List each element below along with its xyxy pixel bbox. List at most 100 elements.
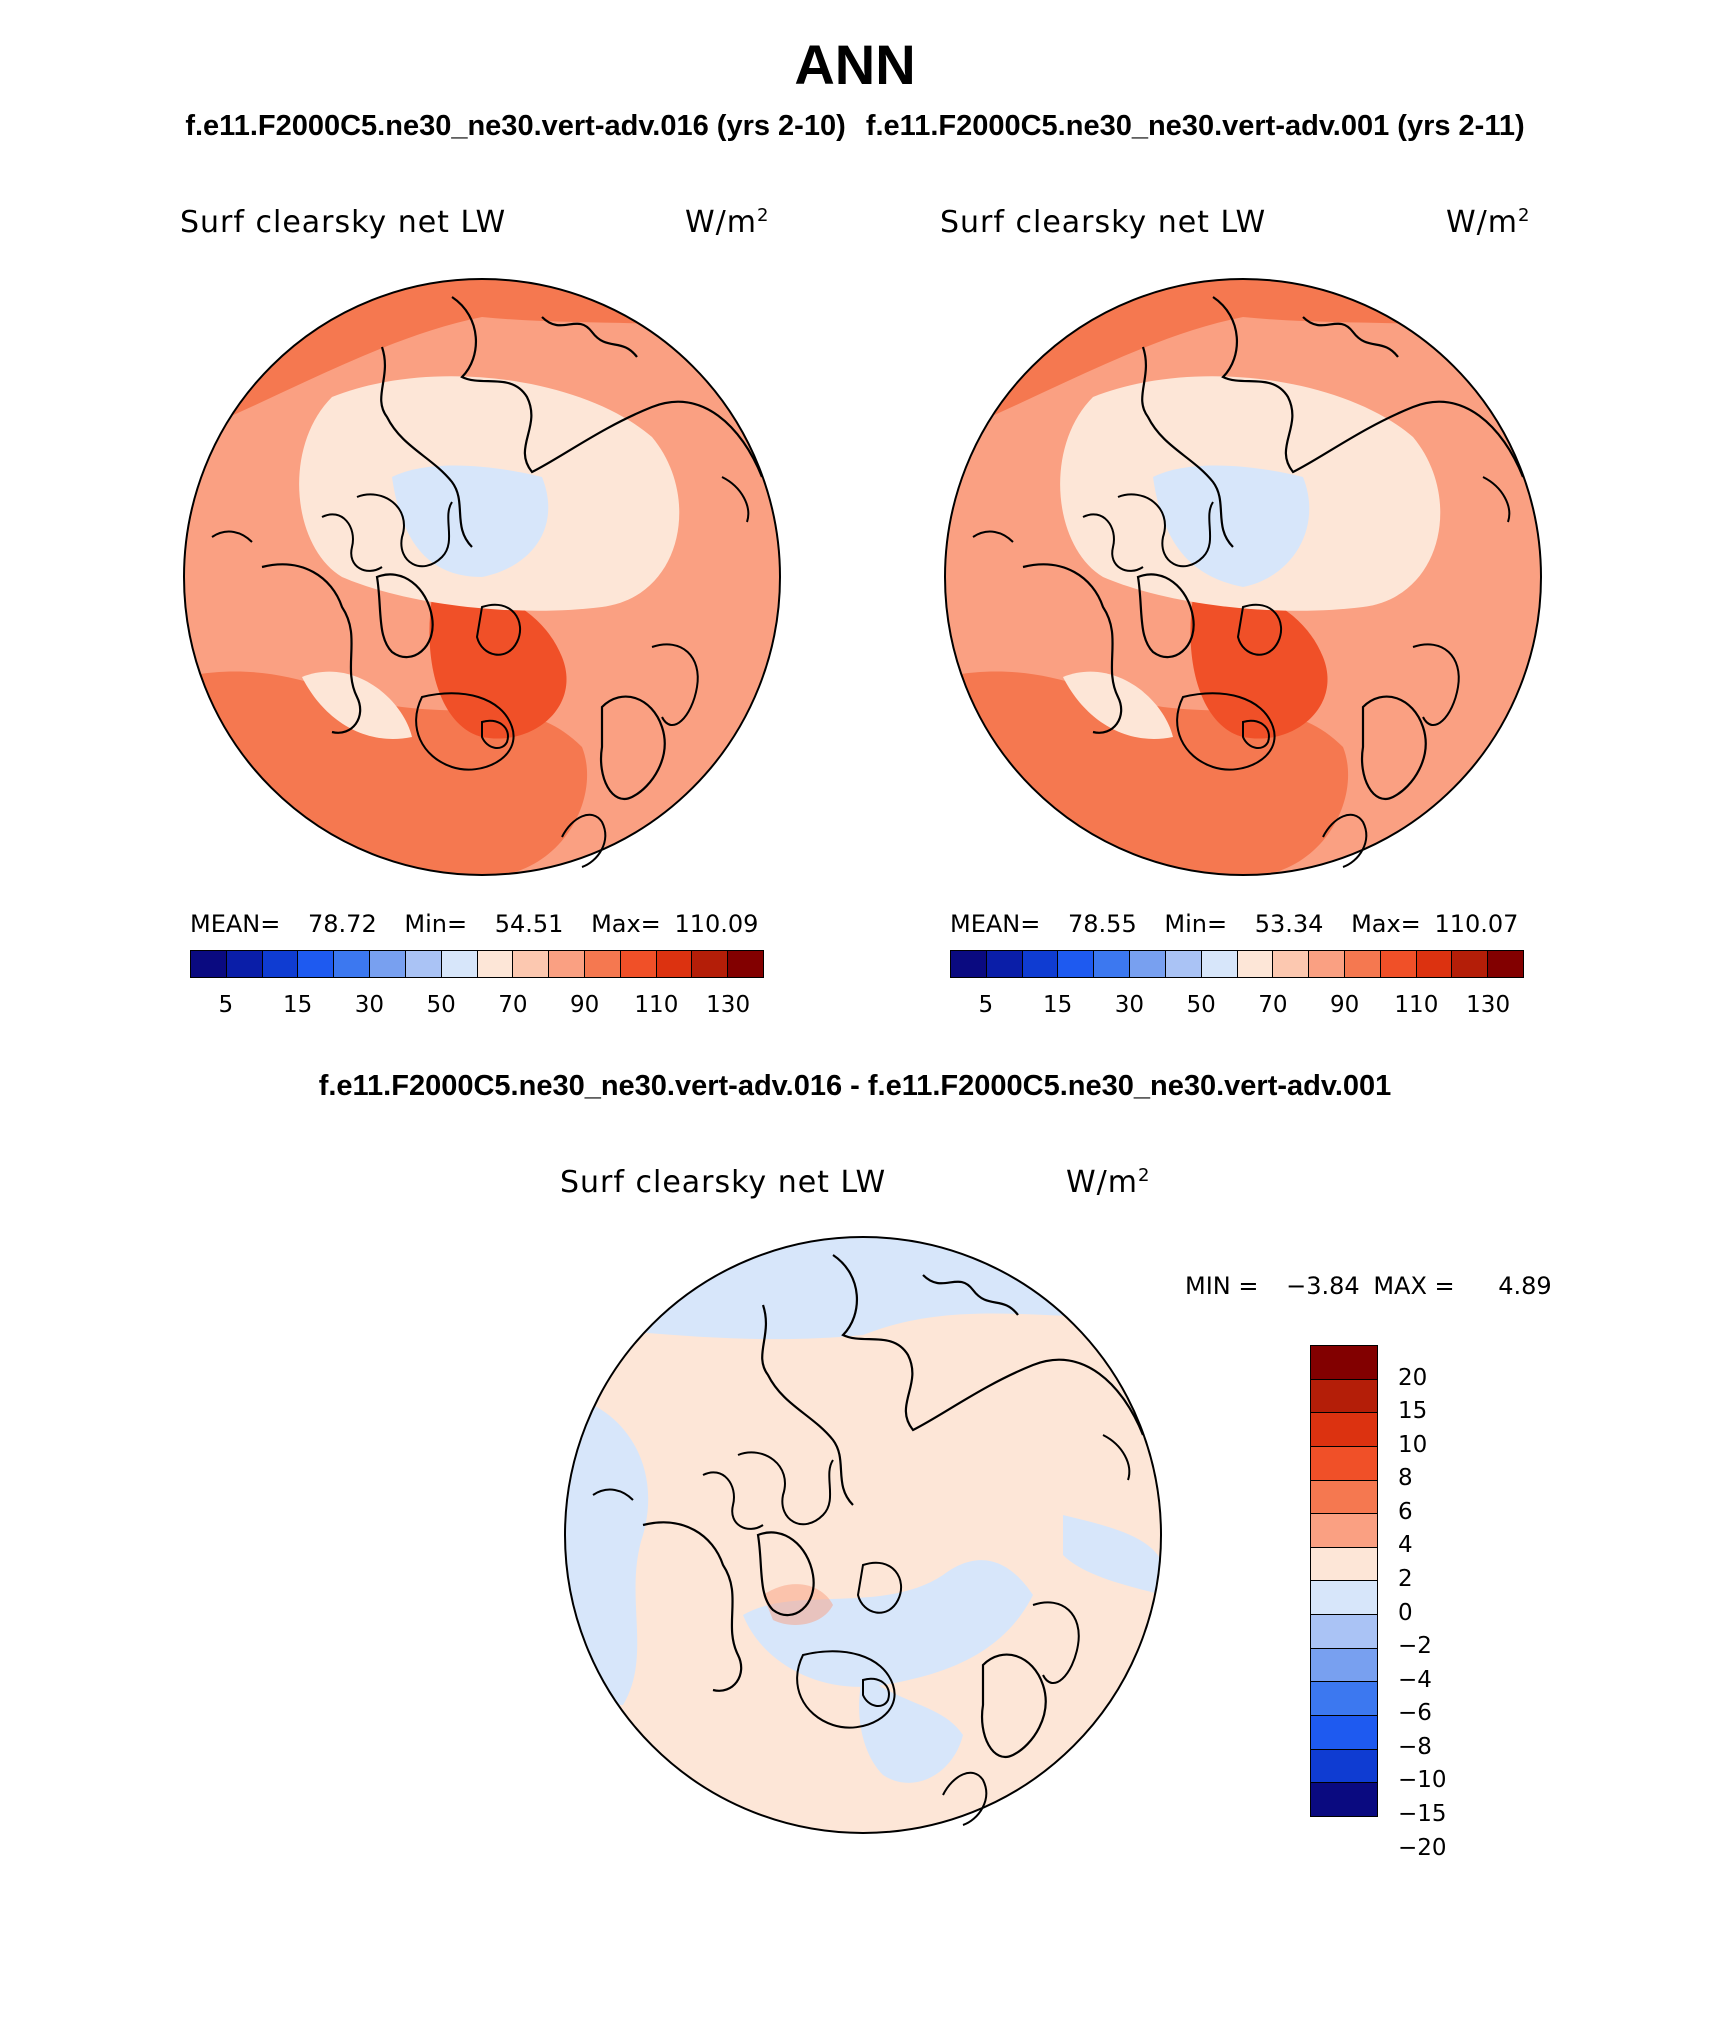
colorbar-swatch [951, 951, 987, 977]
control-variable-label: Surf clearsky net LW [940, 205, 1267, 240]
colorbar-tick-label: 130 [1466, 992, 1511, 1018]
colorbar-swatch [1309, 951, 1345, 977]
colorbar-swatch [1311, 1514, 1377, 1548]
colorbar-swatch [584, 951, 621, 977]
test-colorbar-swatches [190, 950, 764, 978]
colorbar-tick-label: 5 [218, 992, 234, 1018]
colorbar-tick-label: 20 [1398, 1364, 1428, 1391]
colorbar-tick-label: 2 [1398, 1566, 1413, 1592]
colorbar-swatch [1380, 951, 1417, 977]
difference-title: f.e11.F2000C5.ne30_ne30.vert-adv.016 - f… [318, 1070, 1392, 1102]
colorbar-tick-label: 4 [1398, 1532, 1413, 1559]
colorbar-swatch [405, 951, 442, 977]
difference-colorbar-ticks: 20 15 10 8 6 4 2 0 −2 −4 −6 −8 −10 −15 −20 [1398, 1345, 1478, 1861]
colorbar-swatch [1237, 951, 1274, 977]
control-stats: MEAN= 78.55 Min= 53.34 Max= 110.07 [950, 910, 1519, 938]
colorbar-tick-label: 30 [354, 992, 385, 1018]
colorbar-swatch [728, 951, 763, 977]
control-colorbar-ticks: 5 15 30 50 70 90 110 130 [950, 992, 1524, 1018]
colorbar-swatch [1311, 1346, 1377, 1380]
colorbar-swatch [513, 951, 550, 977]
control-units-label: W/m2 [1446, 205, 1531, 240]
colorbar-tick-label: 8 [1398, 1465, 1413, 1492]
colorbar-swatch [1311, 1682, 1377, 1717]
colorbar-swatch [1311, 1648, 1377, 1683]
colorbar-tick-label: 30 [1114, 992, 1145, 1018]
colorbar-swatch [1311, 1480, 1377, 1515]
test-map [183, 278, 781, 876]
colorbar-tick-label: −4 [1398, 1666, 1432, 1693]
colorbar-tick-label: 50 [426, 992, 456, 1018]
colorbar-swatch [1165, 951, 1202, 977]
difference-colorbar [1310, 1345, 1378, 1817]
colorbar-tick-label: −15 [1398, 1801, 1447, 1827]
colorbar-swatch [370, 951, 406, 977]
colorbar-tick-label: 15 [1398, 1398, 1428, 1425]
colorbar-swatch [1416, 951, 1453, 977]
colorbar-tick-label: 90 [1329, 992, 1360, 1018]
control-colorbar-swatches [950, 950, 1524, 978]
colorbar-swatch [1311, 1716, 1377, 1750]
test-units-label: W/m2 [685, 205, 770, 240]
colorbar-swatch [1311, 1413, 1377, 1447]
difference-stats: MIN = −3.84 MAX = 4.89 [1185, 1272, 1552, 1300]
colorbar-swatch [1094, 951, 1131, 977]
panel-titles-row: f.e11.F2000C5.ne30_ne30.vert-adv.016 (yr… [0, 110, 1710, 143]
control-map [944, 278, 1542, 876]
colorbar-swatch [1311, 1783, 1377, 1816]
colorbar-tick-label: 15 [282, 992, 313, 1018]
colorbar-swatch [1273, 951, 1310, 977]
colorbar-tick-label: 10 [1398, 1431, 1428, 1458]
colorbar-swatch [549, 951, 585, 977]
colorbar-tick-label: −2 [1398, 1633, 1432, 1660]
plot-title: ANN [794, 33, 916, 96]
colorbar-swatch [620, 951, 657, 977]
colorbar-tick-label: 110 [1394, 992, 1439, 1018]
colorbar-swatch [1022, 951, 1059, 977]
colorbar-swatch [692, 951, 729, 977]
colorbar-swatch [477, 951, 514, 977]
control-colorbar: 5 15 30 50 70 90 110 130 [950, 950, 1524, 1018]
colorbar-swatch [226, 951, 263, 977]
colorbar-tick-label: −20 [1398, 1834, 1447, 1861]
colorbar-tick-label: 5 [978, 992, 994, 1018]
colorbar-tick-label: 70 [1258, 992, 1288, 1018]
colorbar-swatch [1311, 1581, 1377, 1616]
colorbar-tick-label: 6 [1398, 1498, 1413, 1525]
colorbar-swatch [298, 951, 335, 977]
colorbar-tick-label: 50 [1186, 992, 1216, 1018]
test-variable-label: Surf clearsky net LW [180, 205, 507, 240]
colorbar-tick-label: −6 [1398, 1700, 1432, 1727]
colorbar-swatch [1344, 951, 1381, 977]
colorbar-swatch [1488, 951, 1523, 977]
colorbar-tick-label: 70 [498, 992, 528, 1018]
colorbar-swatch [262, 951, 299, 977]
colorbar-tick-label: −8 [1398, 1733, 1432, 1760]
diff-units-label: W/m2 [1066, 1165, 1151, 1200]
colorbar-tick-label: 0 [1398, 1599, 1413, 1626]
colorbar-tick-label: 110 [634, 992, 679, 1018]
test-colorbar-ticks: 5 15 30 50 70 90 110 130 [190, 992, 764, 1018]
colorbar-swatch [1311, 1749, 1377, 1784]
colorbar-swatch [656, 951, 693, 977]
difference-map [564, 1236, 1162, 1834]
colorbar-tick-label: 90 [569, 992, 600, 1018]
colorbar-swatch [1311, 1446, 1377, 1481]
colorbar-swatch [1311, 1615, 1377, 1649]
colorbar-tick-label: −10 [1398, 1767, 1447, 1794]
colorbar-swatch [1058, 951, 1095, 977]
colorbar-swatch [441, 951, 478, 977]
colorbar-swatch [986, 951, 1023, 977]
control-case-title: f.e11.F2000C5.ne30_ne30.vert-adv.001 (yr… [865, 110, 1525, 142]
colorbar-swatch [1130, 951, 1166, 977]
colorbar-swatch [1311, 1379, 1377, 1414]
colorbar-tick-label: 15 [1042, 992, 1073, 1018]
test-case-title: f.e11.F2000C5.ne30_ne30.vert-adv.016 (yr… [185, 110, 846, 142]
colorbar-swatch [334, 951, 371, 977]
colorbar-tick-label: 130 [706, 992, 751, 1018]
colorbar-swatch [1452, 951, 1489, 977]
test-colorbar: 5 15 30 50 70 90 110 130 [190, 950, 764, 1018]
colorbar-swatch [1201, 951, 1238, 977]
test-stats: MEAN= 78.72 Min= 54.51 Max= 110.09 [190, 910, 759, 938]
colorbar-swatch [191, 951, 227, 977]
